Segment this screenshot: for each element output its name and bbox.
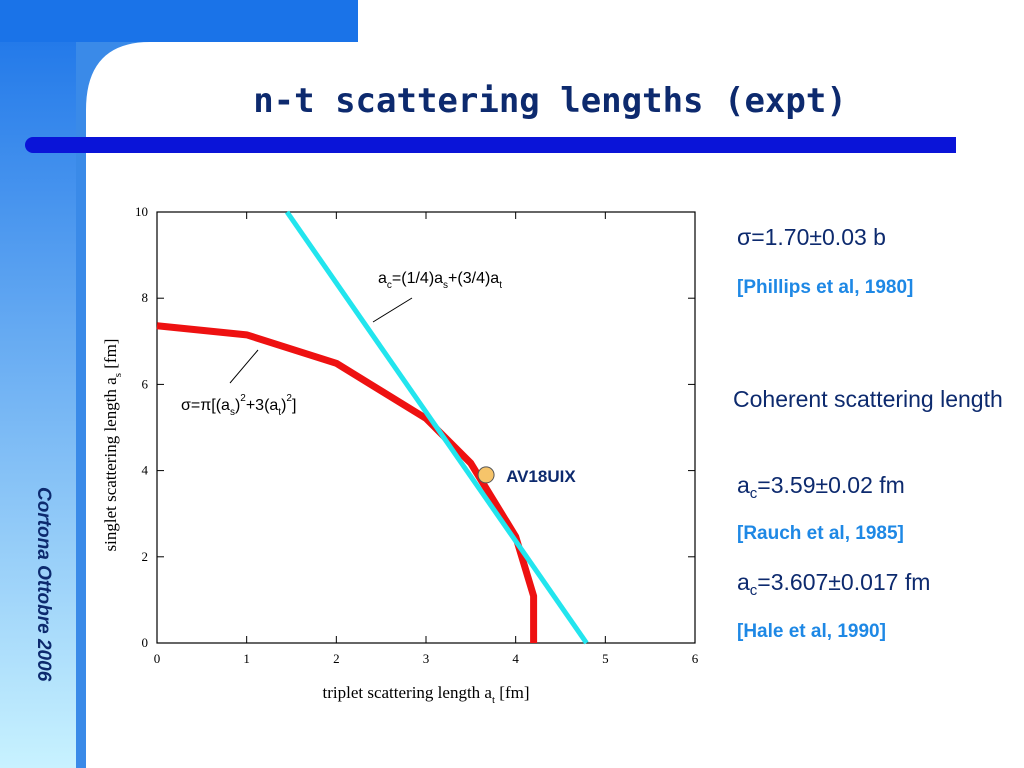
leader-line <box>372 297 413 323</box>
text-part: a <box>737 569 750 595</box>
subscript: s <box>443 280 448 291</box>
subscript: t <box>492 694 495 706</box>
x-tick-label: 5 <box>602 651 609 666</box>
text-part: +(3/4)a <box>448 270 499 287</box>
text-part: triplet scattering length a <box>323 683 493 702</box>
text-part: ) <box>281 397 286 414</box>
chart: triplet scattering length at [fm] single… <box>101 204 699 706</box>
y-axis-label: singlet scattering length as [fm] <box>101 339 124 552</box>
subscript: s <box>112 373 124 377</box>
y-tick-label: 0 <box>142 635 149 650</box>
x-tick-label: 6 <box>692 651 699 666</box>
curve <box>284 210 589 645</box>
x-axis-label: triplet scattering length at [fm] <box>323 683 530 706</box>
reference: [Rauch et al, 1985] <box>737 523 904 544</box>
reference: [Phillips et al, 1980] <box>737 277 913 298</box>
text-part: +3(a <box>246 397 279 414</box>
note: σ=1.70±0.03 b <box>737 224 886 250</box>
text-part: ) <box>235 397 240 414</box>
text-part: =3.607±0.017 fm <box>757 569 930 595</box>
subscript: c <box>387 280 392 291</box>
note: Coherent scattering length <box>733 386 1003 412</box>
x-tick-label: 4 <box>512 651 519 666</box>
text-part: a <box>378 270 387 287</box>
note: ac=3.607±0.017 fm <box>737 569 930 599</box>
data-point <box>477 466 495 484</box>
subscript: t <box>499 280 502 291</box>
top-band <box>0 0 358 42</box>
reference: [Hale et al, 1990] <box>737 621 886 642</box>
y-tick-label: 10 <box>135 204 148 219</box>
text-part: singlet scattering length a <box>101 377 120 552</box>
subscript: s <box>230 407 235 418</box>
text-part: ] <box>292 397 296 414</box>
text-part: =3.59±0.02 fm <box>757 472 905 498</box>
leader-line <box>229 349 259 384</box>
note: ac=3.59±0.02 fm <box>737 472 905 502</box>
annotation: σ=π[(as)2+3(at)2] <box>181 393 296 418</box>
x-tick-label: 0 <box>154 651 161 666</box>
annotation: ac=(1/4)as+(3/4)at <box>378 270 502 291</box>
x-tick-label: 3 <box>423 651 430 666</box>
subscript: c <box>750 485 758 502</box>
text-part: [fm] <box>101 339 120 373</box>
side-band <box>0 0 86 768</box>
side-text: Cortona Ottobre 2006 <box>33 487 54 682</box>
note-box: Coherent scattering length <box>733 386 1003 412</box>
text-part: [fm] <box>495 683 529 702</box>
superscript: 2 <box>240 393 246 404</box>
x-tick-label: 2 <box>333 651 340 666</box>
y-tick-label: 8 <box>142 290 149 305</box>
title-rule-body <box>40 137 956 153</box>
y-tick-label: 2 <box>142 549 149 564</box>
point-label: AV18UIX <box>506 467 576 486</box>
text-part: σ=π[(a <box>181 397 230 414</box>
y-tick-label: 4 <box>142 463 149 478</box>
superscript: 2 <box>286 393 292 404</box>
y-tick-label: 6 <box>142 376 149 391</box>
text-part: =(1/4)a <box>392 270 443 287</box>
subscript: c <box>750 582 758 599</box>
slide-title: n-t scattering lengths (expt) <box>253 81 847 121</box>
text-part: a <box>737 472 750 498</box>
x-tick-label: 1 <box>243 651 250 666</box>
subscript: t <box>278 407 281 418</box>
